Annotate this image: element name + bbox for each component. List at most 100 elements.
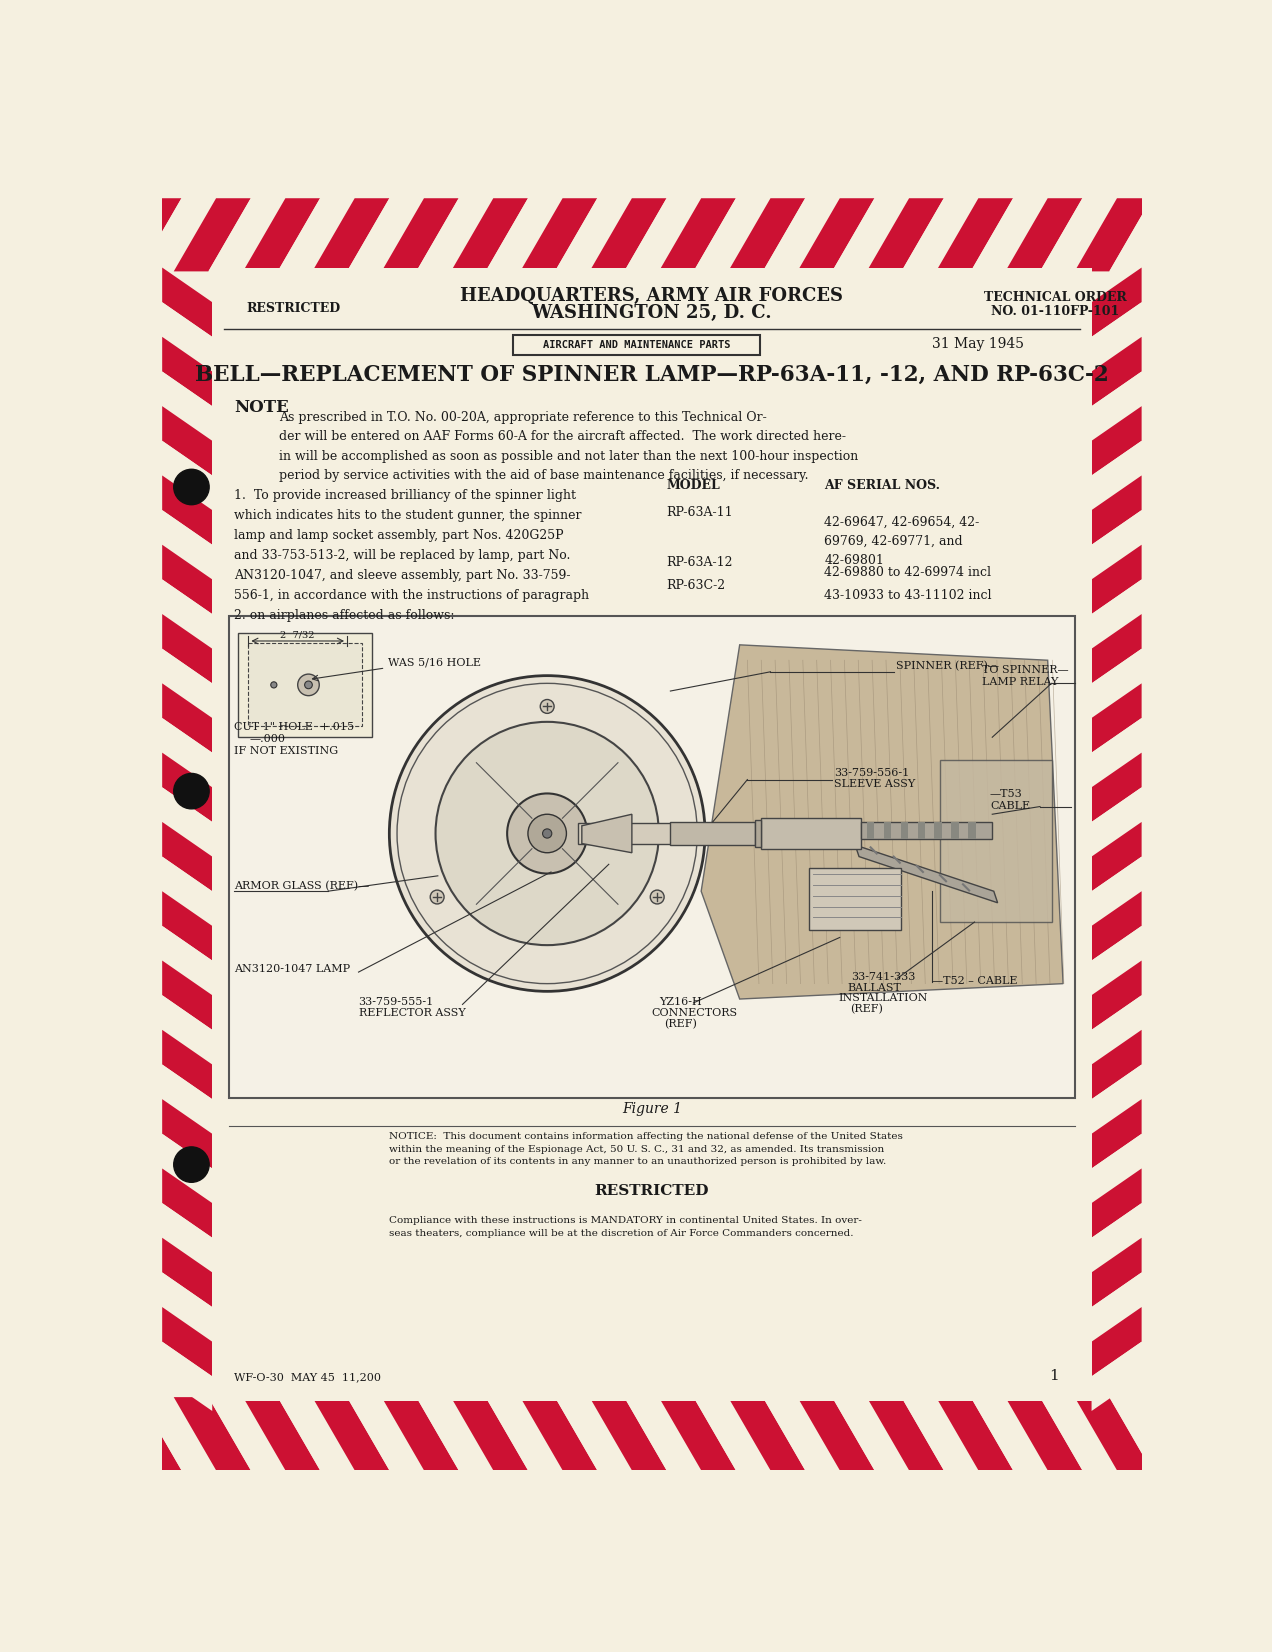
Text: 42-69647, 42-69654, 42-
69769, 42-69771, and
42-69801: 42-69647, 42-69654, 42- 69769, 42-69771,… <box>824 515 979 567</box>
Polygon shape <box>163 1341 212 1411</box>
Polygon shape <box>1091 890 1142 960</box>
Polygon shape <box>486 198 562 271</box>
Polygon shape <box>163 684 212 753</box>
Polygon shape <box>243 1398 321 1470</box>
Polygon shape <box>1091 1203 1142 1272</box>
Polygon shape <box>798 1398 874 1470</box>
Polygon shape <box>277 1398 355 1470</box>
Text: (REF): (REF) <box>664 1018 697 1029</box>
Text: —T53: —T53 <box>990 790 1023 800</box>
Circle shape <box>174 773 209 809</box>
Text: CABLE: CABLE <box>990 801 1030 811</box>
Polygon shape <box>347 1398 424 1470</box>
Text: 1: 1 <box>1049 1370 1060 1383</box>
Bar <box>866 823 874 839</box>
Bar <box>861 823 992 839</box>
Polygon shape <box>1091 1307 1142 1376</box>
Text: WASHINGTON 25, D. C.: WASHINGTON 25, D. C. <box>532 304 772 322</box>
Polygon shape <box>163 1237 212 1307</box>
Polygon shape <box>1091 268 1142 337</box>
Polygon shape <box>209 1398 285 1470</box>
Text: BELL—REPLACEMENT OF SPINNER LAMP—RP-63A-11, -12, AND RP-63C-2: BELL—REPLACEMENT OF SPINNER LAMP—RP-63A-… <box>195 363 1109 385</box>
Polygon shape <box>1091 857 1142 925</box>
Polygon shape <box>1091 1133 1142 1203</box>
Polygon shape <box>174 198 251 271</box>
Bar <box>238 633 373 737</box>
Text: YZ16-H: YZ16-H <box>659 998 702 1008</box>
Polygon shape <box>1091 406 1142 476</box>
Polygon shape <box>1091 1237 1142 1307</box>
Bar <box>917 823 925 839</box>
Polygon shape <box>1091 615 1142 684</box>
Polygon shape <box>1091 995 1142 1064</box>
Polygon shape <box>416 198 494 271</box>
Polygon shape <box>520 1398 598 1470</box>
Text: As prescribed in T.O. No. 00-20A, appropriate reference to this Technical Or-
de: As prescribed in T.O. No. 00-20A, approp… <box>280 411 859 482</box>
Bar <box>935 823 943 839</box>
Polygon shape <box>1005 1398 1082 1470</box>
Polygon shape <box>163 1307 212 1376</box>
Polygon shape <box>163 1064 212 1133</box>
Polygon shape <box>163 925 212 995</box>
Text: 2  7/32: 2 7/32 <box>280 631 315 639</box>
Text: BALLAST: BALLAST <box>847 983 902 993</box>
Circle shape <box>650 890 664 904</box>
Text: TO SPINNER—: TO SPINNER— <box>982 666 1068 676</box>
Polygon shape <box>313 1398 389 1470</box>
Polygon shape <box>382 1398 459 1470</box>
Text: (REF): (REF) <box>850 1004 883 1014</box>
Polygon shape <box>581 814 632 852</box>
Polygon shape <box>163 545 212 615</box>
Polygon shape <box>163 1203 212 1272</box>
Polygon shape <box>163 960 212 1029</box>
Polygon shape <box>1109 198 1187 271</box>
Polygon shape <box>1091 684 1142 753</box>
Polygon shape <box>163 1099 212 1168</box>
Polygon shape <box>1040 198 1117 271</box>
Polygon shape <box>163 372 212 441</box>
Polygon shape <box>1091 580 1142 649</box>
Polygon shape <box>520 198 598 271</box>
Polygon shape <box>1091 960 1142 1029</box>
Polygon shape <box>277 198 355 271</box>
Polygon shape <box>1005 198 1082 271</box>
Polygon shape <box>693 1398 771 1470</box>
Polygon shape <box>163 1168 212 1237</box>
Polygon shape <box>936 198 1013 271</box>
Text: 33-759-556-1: 33-759-556-1 <box>834 768 909 778</box>
Text: INSTALLATION: INSTALLATION <box>838 993 927 1003</box>
Polygon shape <box>163 406 212 476</box>
Text: —T52 – CABLE: —T52 – CABLE <box>932 976 1018 986</box>
Bar <box>761 818 861 849</box>
Polygon shape <box>416 1398 494 1470</box>
Text: Compliance with these instructions is MANDATORY in continental United States. In: Compliance with these instructions is MA… <box>389 1216 862 1237</box>
Text: REFLECTOR ASSY: REFLECTOR ASSY <box>359 1008 466 1018</box>
Polygon shape <box>728 198 805 271</box>
Polygon shape <box>163 337 212 406</box>
Polygon shape <box>1075 1398 1151 1470</box>
Bar <box>248 643 363 727</box>
Polygon shape <box>659 1398 735 1470</box>
Circle shape <box>389 676 705 991</box>
Polygon shape <box>452 1398 528 1470</box>
Polygon shape <box>163 649 212 719</box>
Polygon shape <box>693 198 771 271</box>
Text: Figure 1: Figure 1 <box>622 1102 682 1117</box>
Bar <box>212 268 1091 1401</box>
Polygon shape <box>1109 1398 1187 1470</box>
Polygon shape <box>163 580 212 649</box>
Polygon shape <box>866 198 944 271</box>
Polygon shape <box>1091 925 1142 995</box>
Polygon shape <box>1091 788 1142 857</box>
Text: NOTICE:  This document contains information affecting the national defense of th: NOTICE: This document contains informati… <box>389 1132 903 1166</box>
Text: RESTRICTED: RESTRICTED <box>594 1184 710 1198</box>
Polygon shape <box>1091 1272 1142 1341</box>
Polygon shape <box>1091 719 1142 788</box>
Polygon shape <box>798 198 874 271</box>
Bar <box>809 869 902 930</box>
Text: NOTE: NOTE <box>234 398 289 416</box>
Text: RESTRICTED: RESTRICTED <box>247 302 341 316</box>
Polygon shape <box>936 1398 1013 1470</box>
Polygon shape <box>1091 1064 1142 1133</box>
Circle shape <box>304 681 313 689</box>
